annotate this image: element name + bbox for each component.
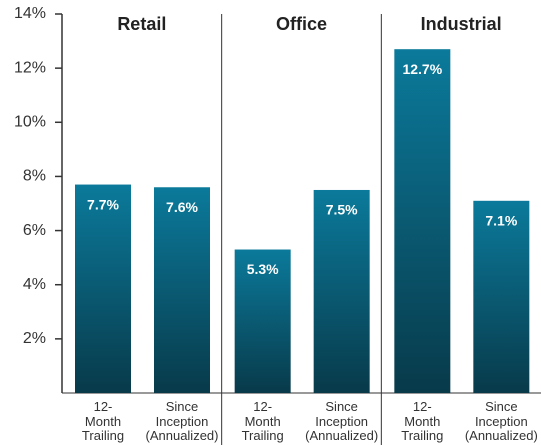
panel-title: Industrial — [421, 14, 502, 34]
value-label: 7.7% — [87, 196, 119, 212]
value-label: 7.1% — [485, 212, 517, 228]
y-tick-label: 8% — [23, 168, 46, 185]
y-tick-label: 2% — [23, 330, 46, 347]
bar — [313, 189, 370, 393]
x-tick-label: Since Inception (Annualized) — [464, 399, 538, 443]
value-label: 5.3% — [247, 261, 279, 277]
bar — [154, 187, 210, 393]
value-label: 12.7% — [402, 61, 442, 77]
x-tick-label: Since Inception (Annualized) — [145, 399, 219, 443]
bar — [75, 184, 131, 393]
y-tick-label: 12% — [14, 59, 46, 76]
x-tick-label: 12-Month Trailing — [241, 399, 284, 443]
bar — [394, 49, 451, 393]
value-label: 7.5% — [326, 202, 358, 218]
x-tick-label: 12-Month Trailing — [81, 399, 125, 443]
y-tick-label: 6% — [23, 222, 46, 239]
bar — [234, 249, 291, 393]
bar — [473, 200, 530, 393]
value-label: 7.6% — [166, 199, 198, 215]
y-tick-label: 14% — [14, 5, 46, 22]
panel-title: Office — [276, 14, 327, 34]
x-tick-label: 12-Month Trailing — [401, 399, 444, 443]
y-tick-label: 10% — [14, 114, 46, 131]
panel-title: Retail — [117, 14, 166, 34]
x-tick-label: Since Inception (Annualized) — [305, 399, 379, 443]
y-tick-label: 4% — [23, 276, 46, 293]
